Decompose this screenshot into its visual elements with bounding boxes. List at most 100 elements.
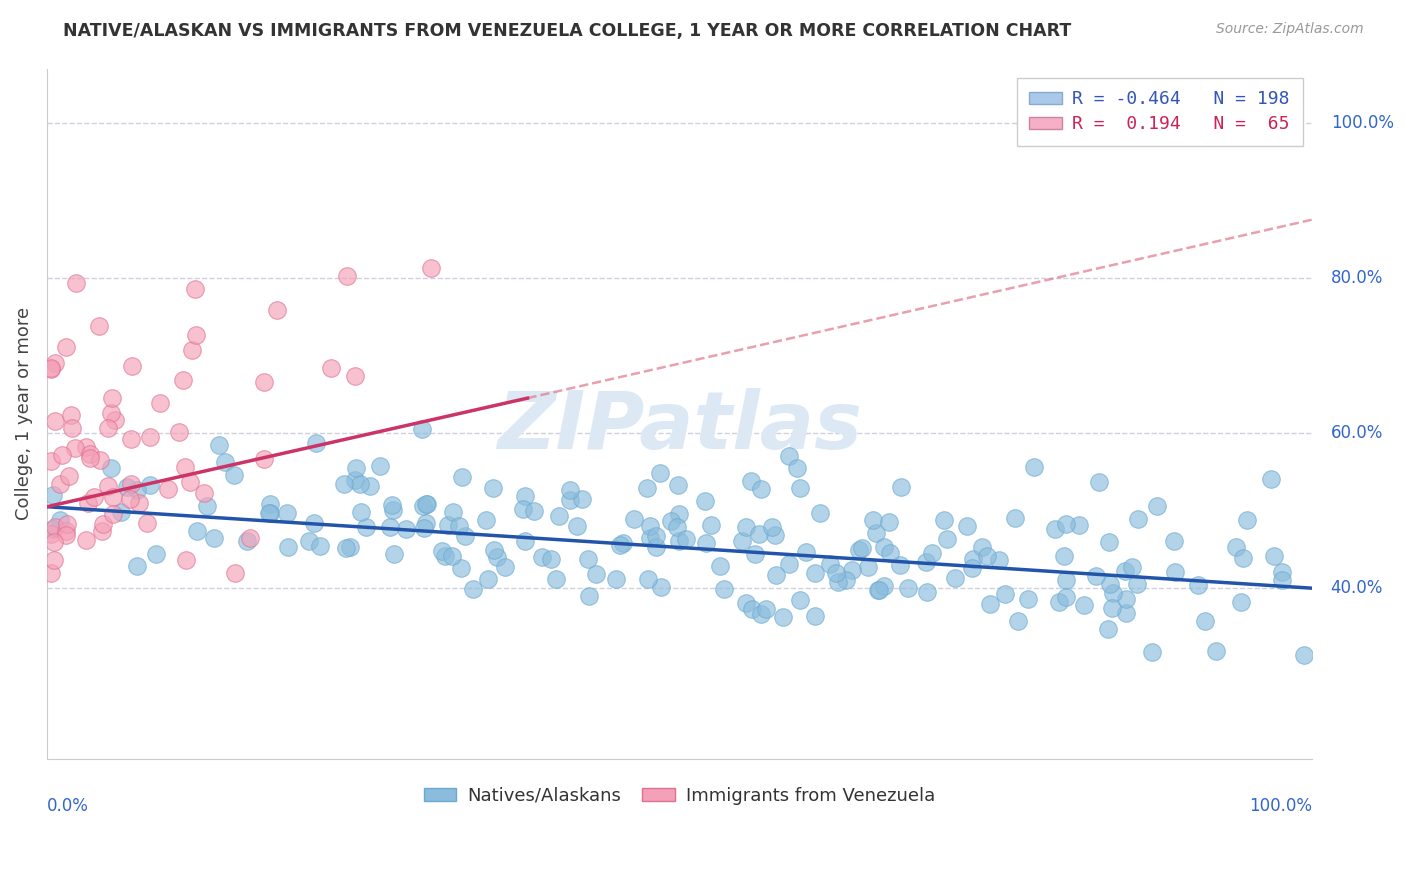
Point bbox=[915, 584, 938, 599]
Point bbox=[755, 601, 778, 615]
Point bbox=[39, 566, 62, 580]
Point bbox=[44, 414, 66, 428]
Point bbox=[841, 563, 863, 577]
Point bbox=[186, 328, 208, 343]
Point bbox=[914, 555, 936, 569]
Point bbox=[100, 406, 122, 420]
Point bbox=[415, 516, 437, 531]
Point bbox=[531, 550, 554, 565]
Point bbox=[699, 517, 721, 532]
Point bbox=[101, 507, 124, 521]
Point bbox=[763, 527, 786, 541]
Point bbox=[55, 340, 77, 354]
Point bbox=[44, 520, 66, 534]
Point bbox=[1225, 541, 1247, 555]
Point bbox=[89, 453, 111, 467]
Text: 40.0%: 40.0% bbox=[1330, 579, 1384, 597]
Point bbox=[638, 518, 661, 533]
Point bbox=[1271, 565, 1294, 579]
Point bbox=[560, 483, 582, 497]
Point bbox=[960, 561, 983, 575]
Point bbox=[650, 466, 672, 480]
Point bbox=[808, 506, 831, 520]
Point bbox=[513, 489, 536, 503]
Point bbox=[87, 318, 110, 333]
Point bbox=[818, 558, 841, 572]
Point bbox=[101, 392, 124, 406]
Point bbox=[381, 498, 404, 512]
Point bbox=[253, 375, 276, 389]
Point bbox=[744, 547, 766, 561]
Point bbox=[65, 441, 87, 455]
Point bbox=[224, 566, 246, 580]
Point bbox=[415, 497, 437, 511]
Point bbox=[115, 480, 138, 494]
Point bbox=[179, 475, 201, 489]
Point bbox=[869, 582, 891, 597]
Point bbox=[1114, 564, 1136, 578]
Point bbox=[239, 531, 262, 545]
Point bbox=[962, 552, 984, 566]
Point bbox=[128, 496, 150, 510]
Point bbox=[1007, 614, 1029, 628]
Point bbox=[544, 572, 567, 586]
Point bbox=[827, 575, 849, 590]
Y-axis label: College, 1 year or more: College, 1 year or more bbox=[15, 307, 32, 520]
Point bbox=[1146, 499, 1168, 513]
Point bbox=[55, 528, 77, 542]
Point bbox=[121, 359, 143, 374]
Point bbox=[879, 546, 901, 560]
Point bbox=[412, 499, 434, 513]
Point bbox=[42, 553, 65, 567]
Point bbox=[890, 480, 912, 494]
Point bbox=[39, 361, 62, 376]
Point bbox=[450, 469, 472, 483]
Point bbox=[83, 490, 105, 504]
Point bbox=[1236, 513, 1258, 527]
Point bbox=[636, 481, 658, 495]
Point bbox=[180, 343, 202, 357]
Point bbox=[55, 524, 77, 538]
Point bbox=[623, 512, 645, 526]
Point bbox=[319, 360, 342, 375]
Point bbox=[666, 478, 689, 492]
Point bbox=[735, 520, 758, 534]
Point bbox=[1232, 550, 1254, 565]
Point bbox=[585, 567, 607, 582]
Point bbox=[675, 532, 697, 546]
Point bbox=[259, 506, 281, 520]
Point bbox=[789, 593, 811, 607]
Point bbox=[873, 579, 896, 593]
Point bbox=[609, 538, 631, 552]
Point bbox=[605, 573, 627, 587]
Point bbox=[259, 497, 281, 511]
Point bbox=[139, 430, 162, 444]
Point bbox=[277, 540, 299, 554]
Point bbox=[749, 482, 772, 496]
Point bbox=[42, 535, 65, 549]
Point bbox=[979, 598, 1001, 612]
Point bbox=[486, 549, 509, 564]
Point bbox=[65, 276, 87, 290]
Point bbox=[1047, 595, 1070, 609]
Point bbox=[851, 541, 873, 556]
Point bbox=[865, 526, 887, 541]
Point bbox=[58, 469, 80, 483]
Point bbox=[695, 536, 717, 550]
Point bbox=[382, 547, 405, 561]
Point bbox=[91, 517, 114, 532]
Point bbox=[336, 268, 359, 283]
Point bbox=[803, 566, 825, 580]
Point bbox=[1230, 594, 1253, 608]
Point bbox=[461, 582, 484, 596]
Point bbox=[44, 355, 66, 369]
Point bbox=[748, 527, 770, 541]
Point bbox=[236, 534, 259, 549]
Text: ZIPatlas: ZIPatlas bbox=[496, 388, 862, 467]
Point bbox=[1017, 592, 1039, 607]
Point bbox=[740, 474, 762, 488]
Point bbox=[645, 529, 668, 543]
Point bbox=[454, 529, 477, 543]
Point bbox=[513, 534, 536, 549]
Point bbox=[204, 532, 226, 546]
